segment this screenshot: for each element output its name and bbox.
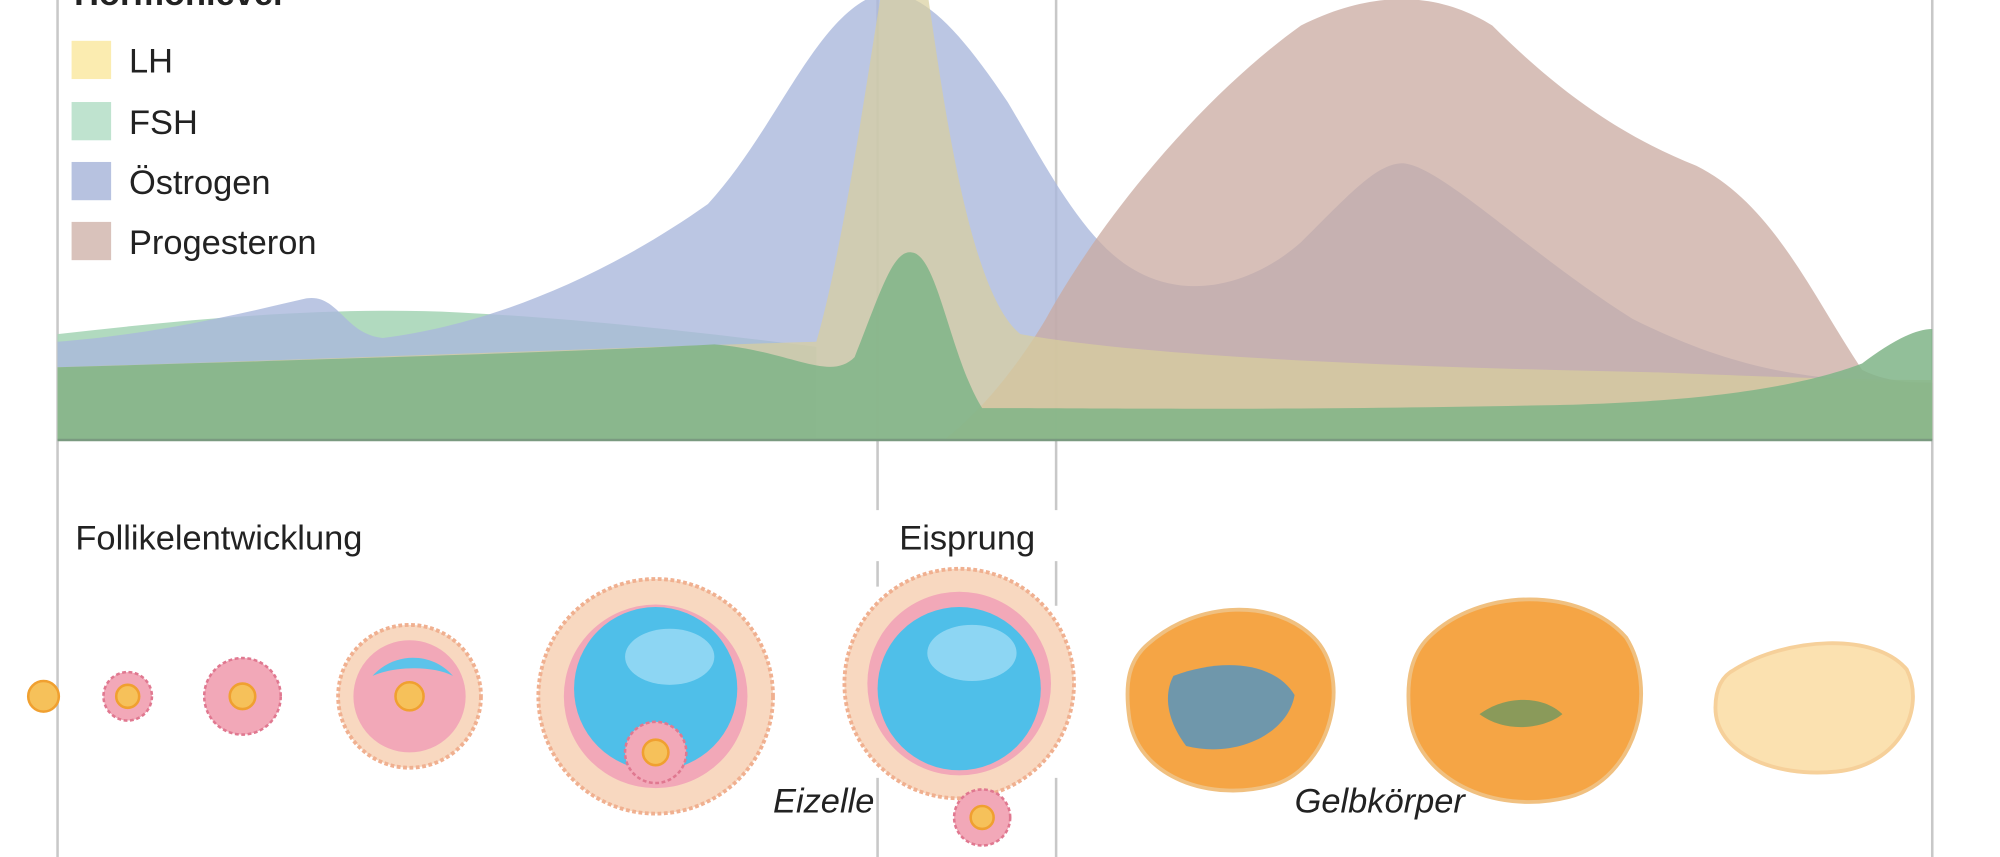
legend-label: LH <box>129 43 173 81</box>
legend-label: Progesteron <box>129 224 317 262</box>
egg-label: Eizelle <box>773 782 874 820</box>
legend-swatch <box>71 40 112 80</box>
corpus-label: Gelbkörper <box>1295 782 1467 820</box>
hormone-curves <box>57 0 1933 442</box>
legend-swatch <box>71 221 112 261</box>
legend: Hormonlevel LH FSH Östrogen Progesteron <box>71 0 317 262</box>
follicles <box>26 566 1915 847</box>
legend-label: FSH <box>129 104 198 142</box>
legend-label: Östrogen <box>129 164 271 202</box>
section-label: Follikelentwicklung <box>75 520 362 558</box>
legend-swatch <box>71 102 112 141</box>
section-label: Eisprung <box>899 520 1035 558</box>
progesterone-area <box>943 0 1933 440</box>
legend-title: Hormonlevel <box>74 0 283 13</box>
legend-swatch <box>71 161 112 201</box>
fsh-lower-area <box>57 252 1933 440</box>
